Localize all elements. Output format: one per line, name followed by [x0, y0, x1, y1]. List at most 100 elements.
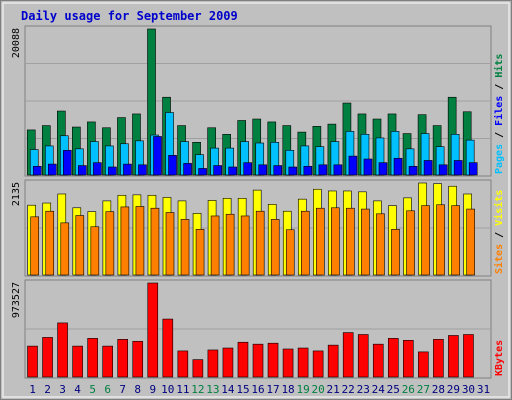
legend-entry: /: [494, 226, 505, 244]
bar-pages: [32, 165, 42, 176]
x-tick-label: 27: [417, 383, 430, 396]
bar-sites: [255, 210, 265, 276]
bar-pages: [438, 164, 448, 176]
bar-pages: [393, 157, 403, 176]
bar-pages: [303, 165, 313, 176]
bar-pages: [228, 166, 237, 176]
bar-sites: [90, 226, 100, 276]
bar-sites: [75, 215, 85, 276]
bar-kbytes: [87, 338, 98, 378]
bar-kbytes: [252, 343, 264, 378]
bar-pages: [123, 163, 132, 176]
bar-sites: [391, 229, 400, 276]
bar-pages: [153, 136, 162, 176]
panel-max-label: 2135: [11, 182, 22, 206]
series-sites: [30, 204, 475, 276]
series-files: [29, 112, 475, 176]
bar-pages: [318, 164, 328, 176]
x-tick-label: 11: [176, 383, 189, 396]
bar-kbytes: [387, 338, 399, 378]
x-tick-label: 2: [44, 383, 51, 396]
bar-pages: [288, 166, 298, 176]
bar-sites: [270, 219, 280, 276]
bar-kbytes: [327, 344, 339, 378]
legend-entry: KBytes: [494, 340, 505, 376]
bar-kbytes: [297, 347, 309, 378]
bar-pages: [93, 162, 102, 176]
bar-kbytes: [342, 332, 354, 378]
bar-sites: [316, 207, 325, 276]
panel-legend: Pages / Files / Hits: [493, 54, 505, 174]
bar-sites: [150, 207, 160, 276]
bar-kbytes: [222, 347, 234, 378]
bar-pages: [138, 164, 147, 176]
x-tick-label: 20: [312, 383, 325, 396]
x-tick-label: 13: [206, 383, 219, 396]
bar-pages: [63, 149, 72, 176]
x-tick-label: 26: [402, 383, 415, 396]
x-tick-label: 18: [281, 383, 294, 396]
bar-kbytes: [147, 282, 159, 378]
bar-kbytes: [237, 341, 249, 378]
panel-visits-sites: 2135 Sites / Visits: [11, 179, 505, 277]
bar-sites: [376, 213, 385, 276]
x-axis-ticks: 1 2 3 4 5 6 7 8 9 10 11 12 13 14 15 16 17 18 19 20 21 22 23 24 2…: [29, 383, 490, 396]
bar-pages: [78, 165, 87, 176]
bar-pages: [423, 160, 433, 176]
panel-legend: KBytes: [494, 340, 505, 376]
bar-sites: [135, 206, 145, 276]
bar-kbytes: [282, 348, 294, 378]
x-tick-label: 30: [462, 383, 475, 396]
x-tick-label: 3: [59, 383, 66, 396]
bar-sites: [225, 213, 235, 276]
bar-pages: [348, 155, 358, 176]
bar-kbytes: [207, 349, 219, 378]
bar-sites: [45, 210, 55, 276]
x-tick-label: 4: [74, 383, 81, 396]
x-tick-label: 5: [89, 383, 96, 396]
x-tick-label: 6: [104, 383, 111, 396]
bar-sites: [210, 215, 220, 276]
bar-kbytes: [357, 334, 369, 378]
bar-kbytes: [267, 342, 279, 378]
bar-pages: [108, 166, 117, 176]
x-tick-label: 25: [387, 383, 400, 396]
bar-pages: [333, 164, 343, 176]
bar-sites: [421, 205, 430, 276]
legend-entry: Visits: [493, 190, 505, 226]
legend-entry: Files: [493, 96, 505, 126]
bar-sites: [406, 210, 415, 276]
x-tick-label: 10: [161, 383, 174, 396]
bar-pages: [258, 164, 268, 176]
panel-hits-files-pages: 20088 Pages / Files / Hits: [11, 25, 505, 177]
bar-pages: [213, 165, 222, 176]
legend-entry: /: [494, 126, 505, 144]
chart-title: Daily usage for September 2009: [21, 9, 238, 23]
bar-pages: [363, 158, 373, 176]
x-tick-label: 17: [266, 383, 279, 396]
bar-kbytes: [192, 359, 204, 378]
bar-pages: [408, 165, 418, 176]
x-tick-label: 19: [296, 383, 309, 396]
bar-pages: [168, 155, 177, 176]
bar-pages: [273, 165, 283, 176]
bar-kbytes: [372, 343, 384, 378]
bar-sites: [240, 215, 250, 276]
x-tick-label: 16: [251, 383, 264, 396]
series-kbytes: [27, 282, 474, 378]
bar-sites: [60, 222, 70, 276]
bar-kbytes: [102, 345, 113, 378]
x-tick-label: 22: [342, 383, 355, 396]
x-tick-label: 7: [119, 383, 126, 396]
bar-sites: [105, 211, 115, 276]
bar-kbytes: [403, 340, 414, 378]
bar-kbytes: [72, 345, 83, 378]
bar-kbytes: [42, 337, 53, 378]
legend-entry: /: [494, 78, 505, 96]
bar-pages: [183, 163, 192, 176]
bar-kbytes: [27, 345, 38, 378]
bar-pages: [198, 168, 207, 176]
bar-kbytes: [57, 322, 68, 378]
